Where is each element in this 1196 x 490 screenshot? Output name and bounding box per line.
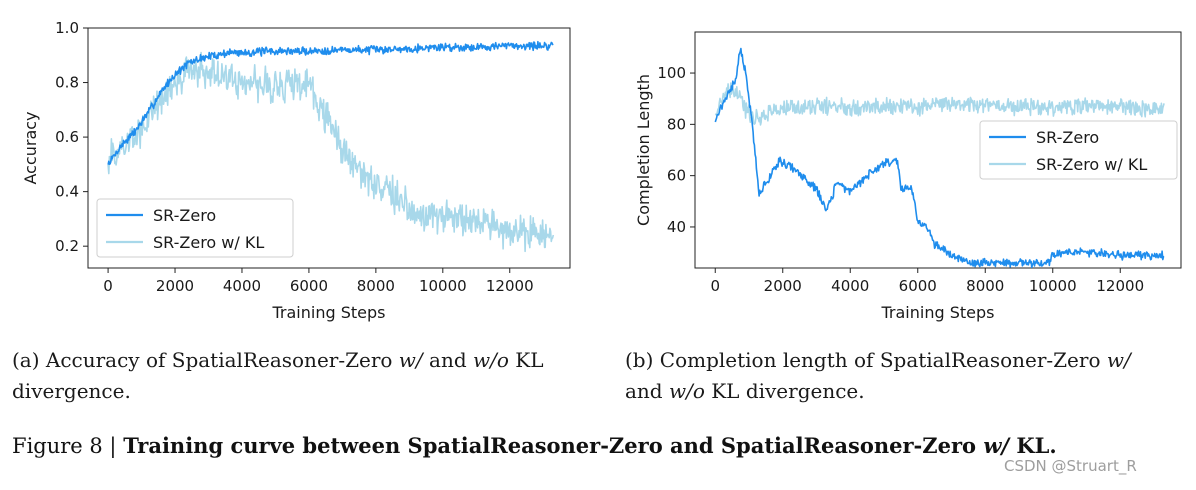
x-tick-label: 10000: [419, 277, 467, 295]
x-axis-label: Training Steps: [272, 303, 386, 322]
y-tick-label: 0.4: [55, 183, 79, 201]
figure-title: Training curve between SpatialReasoner-Z…: [123, 433, 1057, 458]
y-tick-label: 60: [667, 167, 686, 185]
legend-label: SR-Zero w/ KL: [153, 233, 264, 252]
caption-a: (a) Accuracy of SpatialReasoner-Zero w/ …: [12, 345, 592, 407]
y-tick-label: 40: [667, 218, 686, 236]
x-tick-label: 8000: [357, 277, 395, 295]
y-tick-label: 1.0: [55, 19, 79, 37]
legend-label: SR-Zero: [1036, 128, 1099, 147]
x-tick-label: 10000: [1029, 277, 1077, 295]
completion-length-chart: 0 2000 4000 6000 8000 10000 12000 40 60 80 100 Trai…: [634, 31, 1182, 322]
y-axis-label: Accuracy: [21, 111, 40, 184]
caption-a-suffix: KL: [508, 348, 544, 372]
caption-a-line2: divergence.: [12, 379, 131, 403]
x-tick-label: 6000: [899, 277, 937, 295]
legend-label: SR-Zero: [153, 206, 216, 225]
caption-a-wo: w/o: [472, 348, 509, 372]
legend: SR-Zero SR-Zero w/ KL: [979, 120, 1178, 180]
caption-b-w: w/: [1106, 348, 1131, 372]
y-tick-label: 80: [667, 115, 686, 133]
caption-b-prefix: (b) Completion length of SpatialReasoner…: [625, 348, 1107, 372]
x-tick-label: 0: [710, 277, 720, 295]
caption-a-prefix: (a) Accuracy of SpatialReasoner-Zero: [12, 348, 399, 372]
y-tick-label: 0.2: [55, 237, 79, 255]
accuracy-chart: 0 2000 4000 6000 8000 10000 12000 0.2 0.4 0.6 0.8 1…: [21, 19, 571, 322]
caption-b-line2-post: KL divergence.: [704, 379, 865, 403]
plot-frame: [694, 31, 1182, 269]
figure-label: Figure 8 |: [12, 434, 124, 458]
legend-label: SR-Zero w/ KL: [1036, 155, 1147, 174]
series-line-sr-zero: [107, 40, 554, 165]
legend: SR-Zero SR-Zero w/ KL: [96, 198, 294, 258]
x-tick-label: 8000: [966, 277, 1004, 295]
figure-caption: Figure 8 | Training curve between Spatia…: [12, 433, 1192, 458]
series-line-sr-zero-kl: [107, 51, 555, 253]
x-tick-label: 12000: [486, 277, 534, 295]
caption-b: (b) Completion length of SpatialReasoner…: [625, 345, 1196, 407]
caption-a-w: w/: [398, 348, 423, 372]
watermark: CSDN @Struart_R: [1004, 457, 1137, 475]
x-tick-label: 6000: [290, 277, 328, 295]
caption-a-mid: and: [422, 348, 473, 372]
x-tick-label: 2000: [156, 277, 194, 295]
y-tick-label: 0.8: [55, 74, 79, 92]
y-axis-label: Completion Length: [634, 74, 653, 226]
plot-frame: [87, 27, 571, 269]
x-tick-label: 4000: [831, 277, 869, 295]
x-tick-label: 12000: [1096, 277, 1144, 295]
y-tick-label: 0.6: [55, 128, 79, 146]
caption-b-line2-pre: and: [625, 379, 669, 403]
series-line-sr-zero-kl: [714, 82, 1165, 126]
x-tick-label: 4000: [223, 277, 261, 295]
x-axis-label: Training Steps: [881, 303, 995, 322]
caption-b-wo: w/o: [668, 379, 705, 403]
x-tick-label: 2000: [764, 277, 802, 295]
y-tick-label: 100: [657, 64, 686, 82]
series-line-sr-zero: [714, 47, 1165, 268]
x-tick-label: 0: [103, 277, 113, 295]
